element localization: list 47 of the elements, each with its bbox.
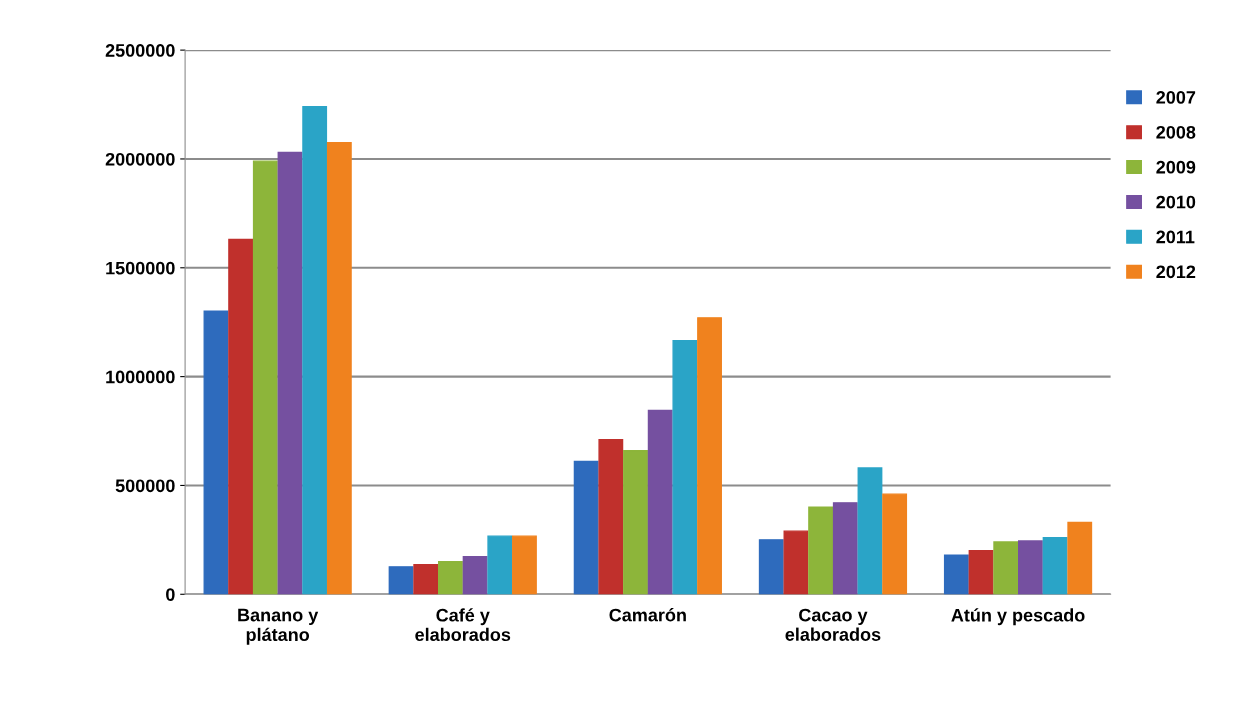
bar (758, 539, 784, 595)
legend-label: 2010 (1156, 195, 1196, 209)
bar (573, 460, 599, 595)
x-tick-label: Cacao y elaborados (785, 608, 881, 641)
bar (943, 554, 969, 595)
bar (1017, 540, 1043, 595)
y-tick-label: 2500000 (105, 44, 175, 57)
x-tick-label: Café y elaborados (415, 608, 511, 642)
legend-label: 2012 (1156, 265, 1196, 279)
bar (1042, 536, 1068, 595)
bar (647, 409, 673, 595)
bar (462, 555, 488, 595)
bar (882, 493, 908, 595)
bar (993, 541, 1019, 595)
bar (388, 566, 414, 595)
bar (512, 535, 537, 595)
y-tick-label: 0 (166, 588, 175, 601)
bar (598, 439, 624, 595)
legend-label: 2009 (1156, 160, 1196, 174)
bar (832, 502, 858, 595)
bar (487, 535, 513, 595)
bar (252, 160, 278, 595)
legend-label: 2007 (1156, 91, 1196, 104)
bar (277, 151, 303, 595)
legend-label: 2008 (1156, 125, 1196, 139)
bar (672, 340, 698, 595)
x-tick-label: Camarón (609, 608, 686, 622)
bar (808, 506, 834, 595)
bar (857, 467, 883, 595)
x-tick-label: Atún y pescado (951, 608, 1085, 626)
bar (203, 310, 229, 595)
y-tick-label: 1500000 (106, 261, 175, 275)
bar (1067, 521, 1093, 595)
bar (228, 238, 254, 595)
bar (326, 141, 352, 595)
bar (413, 563, 439, 595)
bar (623, 449, 648, 595)
y-tick-label: 1000000 (106, 370, 175, 384)
x-tick-label: Banano y plátano (238, 608, 319, 645)
legend-label: 2011 (1156, 230, 1195, 244)
y-tick-label: 500000 (115, 479, 175, 493)
bar (697, 317, 722, 595)
bar (968, 550, 994, 595)
bar (302, 106, 328, 595)
bar (437, 560, 463, 595)
bar (783, 530, 809, 595)
y-tick-label: 2000000 (105, 152, 175, 166)
